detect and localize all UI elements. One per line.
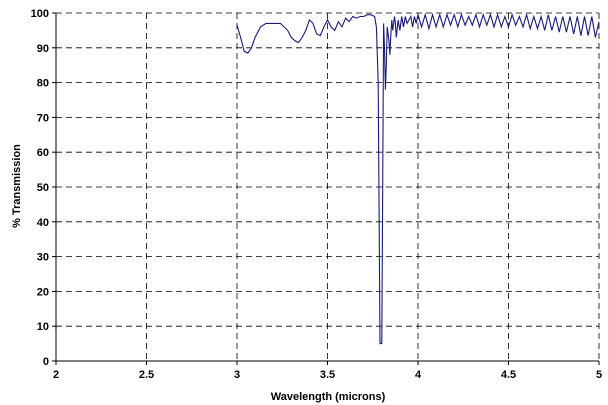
y-tick-label: 100: [31, 8, 49, 20]
x-tick-label: 4: [415, 369, 422, 381]
x-tick-label: 3.5: [320, 369, 335, 381]
x-tick-label: 4.5: [501, 369, 516, 381]
y-tick-label: 40: [37, 217, 49, 229]
grid-lines: [56, 12, 600, 361]
x-tick-label: 3: [234, 369, 240, 381]
y-tick-label: 90: [37, 43, 49, 55]
y-tick-label: 0: [43, 356, 49, 368]
x-tick-label: 5: [596, 369, 602, 381]
x-tick-labels: 2 2.5 3 3.5 4 4.5 5: [53, 369, 602, 381]
y-tick-label: 80: [37, 78, 49, 90]
y-tick-label: 50: [37, 182, 49, 194]
x-tick-label: 2: [53, 369, 59, 381]
series-layer: [236, 12, 600, 345]
y-axis-title: % Transmission: [11, 144, 23, 228]
x-tick-label: 2.5: [139, 369, 154, 381]
y-tick-label: 60: [37, 147, 49, 159]
y-tick-label: 70: [37, 112, 49, 124]
y-tick-label: 30: [37, 252, 49, 264]
x-axis-title: Wavelength (microns): [271, 391, 386, 403]
y-tick-label: 20: [37, 286, 49, 298]
y-tick-labels: 0 10 20 30 40 50 60 70 80 90 100: [31, 8, 49, 368]
y-tick-label: 10: [37, 321, 49, 333]
tick-marks: [52, 12, 600, 365]
series-line-0: [236, 12, 600, 345]
